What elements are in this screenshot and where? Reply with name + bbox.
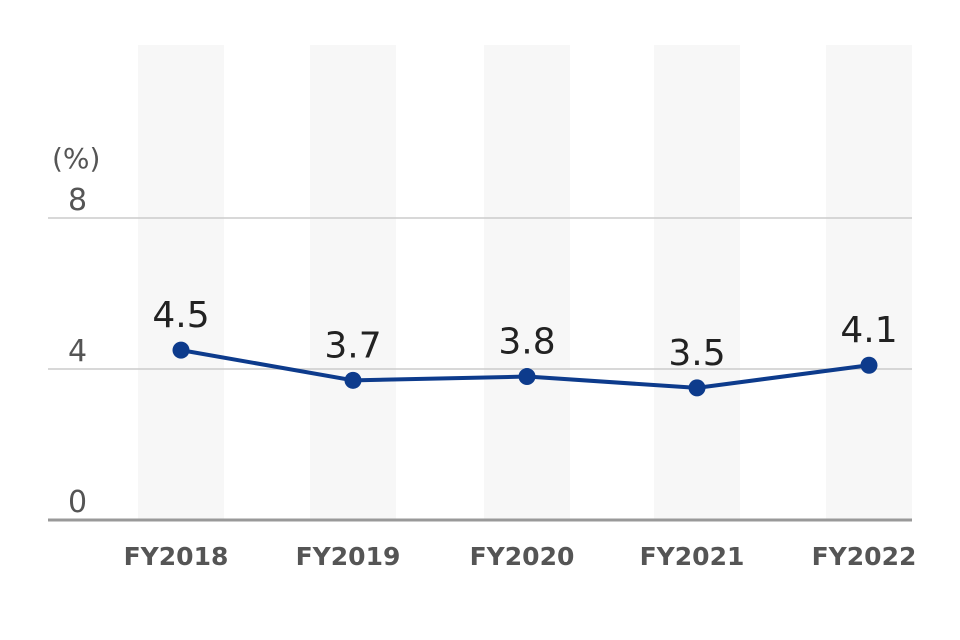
data-point-fy2022: [860, 356, 878, 374]
data-labels: 4.5 3.7 3.8 3.5 4.1: [152, 295, 897, 374]
y-axis-unit-label: (%): [52, 142, 100, 175]
data-point-fy2018: [172, 341, 190, 359]
x-tick-label-fy2020: FY2020: [470, 542, 575, 571]
data-label-fy2021: 3.5: [668, 333, 725, 374]
column-bands: [138, 45, 912, 520]
gridlines: [48, 217, 912, 370]
x-tick-label-fy2021: FY2021: [640, 542, 745, 571]
column-band-fy2021: [654, 45, 740, 520]
data-point-fy2020: [518, 368, 536, 386]
column-band-fy2020: [484, 45, 570, 520]
data-point-fy2021: [688, 379, 706, 397]
y-axis-ticks: 0 4 8: [68, 183, 87, 520]
data-label-fy2019: 3.7: [324, 325, 381, 366]
x-axis-ticks: FY2018 FY2019 FY2020 FY2021 FY2022: [124, 542, 917, 571]
y-tick-label-0: 0: [68, 485, 87, 520]
y-tick-label-4: 4: [68, 334, 87, 369]
data-label-fy2022: 4.1: [840, 310, 897, 351]
x-tick-label-fy2022: FY2022: [812, 542, 917, 571]
column-band-fy2018: [138, 45, 224, 520]
series-points: [172, 341, 878, 397]
data-label-fy2020: 3.8: [498, 322, 555, 363]
x-tick-label-fy2019: FY2019: [296, 542, 401, 571]
column-band-fy2019: [310, 45, 396, 520]
y-tick-label-8: 8: [68, 183, 87, 218]
column-band-fy2022: [826, 45, 912, 520]
data-label-fy2018: 4.5: [152, 295, 209, 336]
x-tick-label-fy2018: FY2018: [124, 542, 229, 571]
data-point-fy2019: [344, 371, 362, 389]
